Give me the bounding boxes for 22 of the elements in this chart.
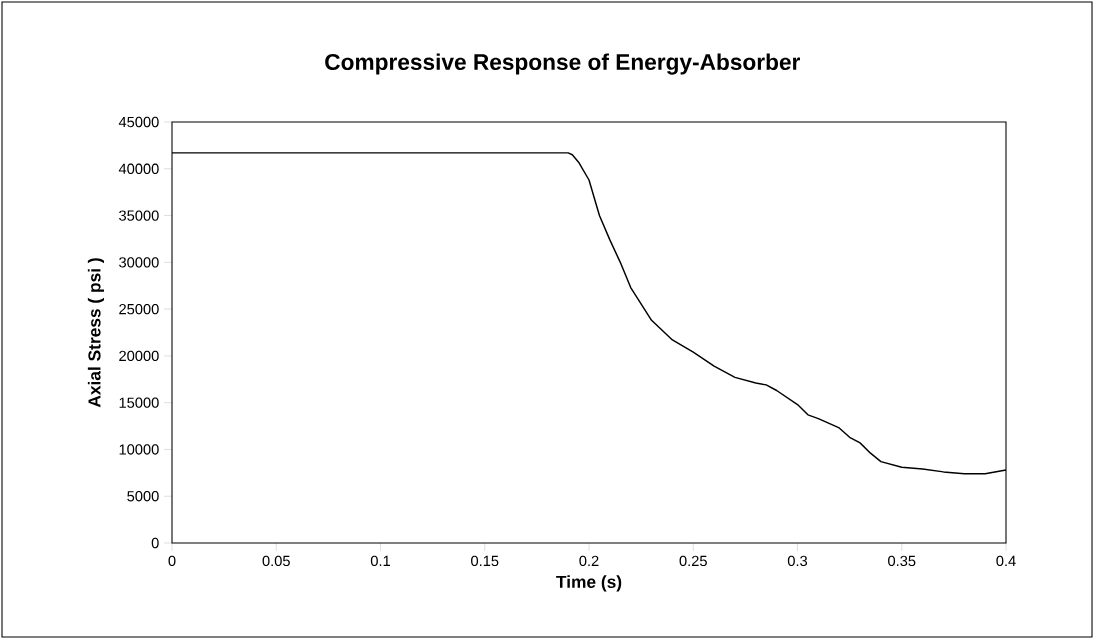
y-tick-label: 5000: [127, 491, 159, 502]
x-tick-label: 0.15: [471, 555, 499, 567]
x-tick-label: 0.4: [996, 555, 1016, 567]
y-tick-label: 30000: [119, 257, 159, 268]
y-tick-label: 20000: [119, 350, 159, 362]
chart-title: Compressive Response of Energy-Absorber: [325, 53, 801, 75]
x-tick-label: 0.2: [579, 555, 599, 567]
y-tick-label: 10000: [119, 444, 159, 455]
y-tick-label: 0: [151, 537, 159, 549]
x-tick-label: 0.3: [787, 555, 808, 567]
y-tick-label: 40000: [118, 163, 159, 174]
y-tick-label: 35000: [119, 210, 159, 221]
y-tick-label: 25000: [119, 303, 159, 315]
y-axis-title: Axial Stress ( psi ): [87, 258, 105, 408]
x-tick-label: 0.35: [888, 555, 916, 567]
y-tick-label: 45000: [118, 116, 159, 128]
y-tick-label: 15000: [119, 397, 159, 408]
x-tick-label: 0.05: [262, 555, 290, 567]
x-tick-label: 0.25: [679, 555, 707, 567]
x-tick-label: 0.1: [370, 555, 390, 567]
x-tick-label: 0: [168, 555, 176, 567]
x-axis-title: Time (s): [556, 575, 622, 592]
